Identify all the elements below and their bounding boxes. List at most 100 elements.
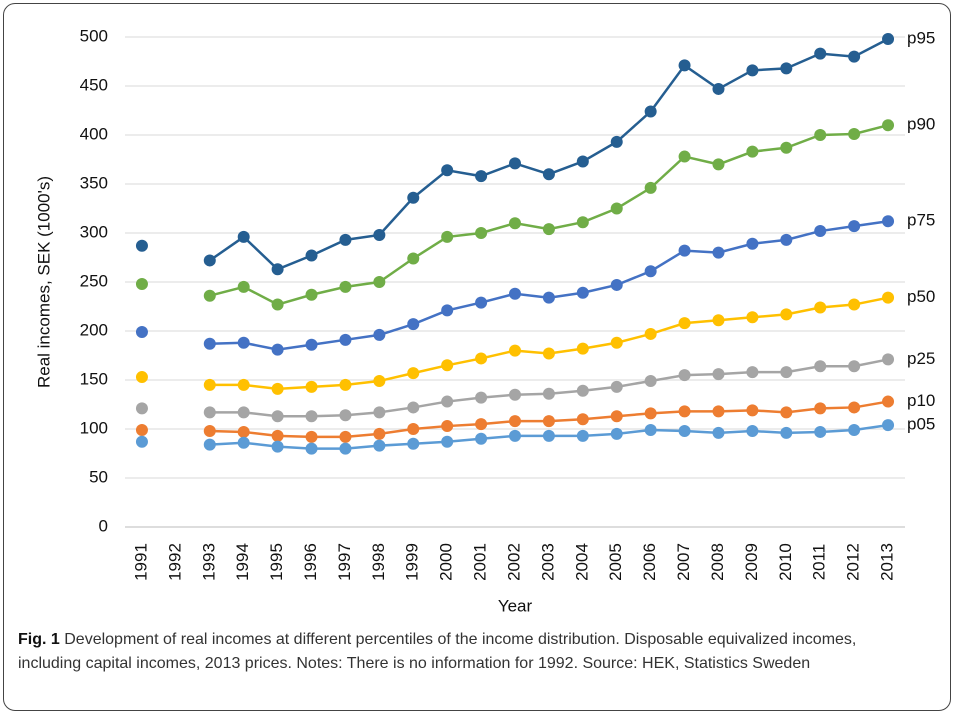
x-tick-label: 1999 <box>403 543 422 581</box>
caption-text: Development of real incomes at different… <box>18 631 857 672</box>
x-tick-label: 2013 <box>878 543 897 581</box>
y-axis-title: Real incomes, SEK (1000's) <box>34 176 53 388</box>
point <box>542 429 555 442</box>
point <box>305 410 318 423</box>
point <box>407 423 420 435</box>
point <box>203 378 216 391</box>
point <box>441 304 454 317</box>
point <box>780 62 793 75</box>
point <box>339 378 352 391</box>
point <box>135 402 148 415</box>
point <box>712 158 725 171</box>
point <box>407 401 420 414</box>
point <box>644 265 657 278</box>
series-label: p25 <box>907 349 935 368</box>
point <box>407 437 420 450</box>
point <box>509 287 521 300</box>
point <box>509 415 521 428</box>
point <box>542 291 555 304</box>
x-tick-label: 1991 <box>131 543 150 581</box>
point <box>678 244 691 257</box>
y-tick-label: 450 <box>80 75 108 94</box>
point <box>305 338 318 351</box>
series-label: p10 <box>907 391 935 410</box>
point <box>780 233 793 246</box>
point <box>339 430 352 443</box>
point <box>373 427 386 440</box>
point <box>475 227 488 239</box>
point <box>441 164 454 177</box>
point <box>678 150 691 163</box>
point <box>441 420 454 433</box>
point <box>475 418 488 431</box>
series-label: p05 <box>907 415 935 434</box>
point <box>882 353 895 366</box>
point <box>373 228 386 241</box>
x-tick-label: 2002 <box>504 543 523 581</box>
point <box>780 366 793 379</box>
point <box>339 442 352 455</box>
point <box>509 157 521 170</box>
point <box>135 435 148 448</box>
point <box>610 202 623 215</box>
point <box>814 402 827 415</box>
point <box>576 384 589 397</box>
point <box>407 318 420 331</box>
x-tick-label: 2006 <box>640 543 659 581</box>
caption: Fig. 1 Development of real incomes at di… <box>18 628 918 676</box>
point <box>780 141 793 154</box>
y-tick-label: 400 <box>80 124 108 143</box>
x-tick-label: 2011 <box>810 544 829 581</box>
point <box>576 286 589 299</box>
series-label: p75 <box>907 211 935 230</box>
point <box>135 239 148 252</box>
x-tick-label: 2005 <box>606 543 625 581</box>
point <box>814 47 827 60</box>
point <box>542 168 555 181</box>
x-axis-title: Year <box>498 596 533 615</box>
point <box>644 181 657 194</box>
point <box>203 406 216 419</box>
point <box>746 64 759 77</box>
y-tick-label: 0 <box>99 516 108 535</box>
x-tick-label: 1994 <box>233 543 252 581</box>
y-tick-label: 150 <box>80 369 108 388</box>
point <box>882 419 895 432</box>
point <box>237 230 250 243</box>
point <box>441 395 454 408</box>
x-tick-label: 2003 <box>538 543 557 581</box>
point <box>610 336 623 349</box>
point <box>305 288 318 301</box>
point <box>848 128 861 141</box>
point <box>746 237 759 250</box>
point <box>848 50 861 63</box>
point <box>848 360 861 373</box>
point <box>509 429 521 442</box>
point <box>203 289 216 302</box>
point <box>237 406 250 419</box>
point <box>135 325 148 338</box>
point <box>542 347 555 360</box>
point <box>712 314 725 327</box>
point <box>509 344 521 357</box>
point <box>237 425 250 438</box>
point <box>644 374 657 387</box>
y-tick-label: 350 <box>80 173 108 192</box>
point <box>475 391 488 404</box>
point <box>848 423 861 436</box>
point <box>746 424 759 437</box>
point <box>203 254 216 267</box>
point <box>576 216 589 229</box>
point <box>576 413 589 426</box>
point <box>644 407 657 420</box>
point <box>237 436 250 449</box>
series-label: p50 <box>907 287 935 306</box>
x-tick-label: 2001 <box>471 543 490 581</box>
point <box>271 343 284 356</box>
point <box>848 298 861 311</box>
point <box>271 382 284 395</box>
point <box>271 298 284 311</box>
series-label: p95 <box>907 28 935 47</box>
point <box>780 426 793 439</box>
